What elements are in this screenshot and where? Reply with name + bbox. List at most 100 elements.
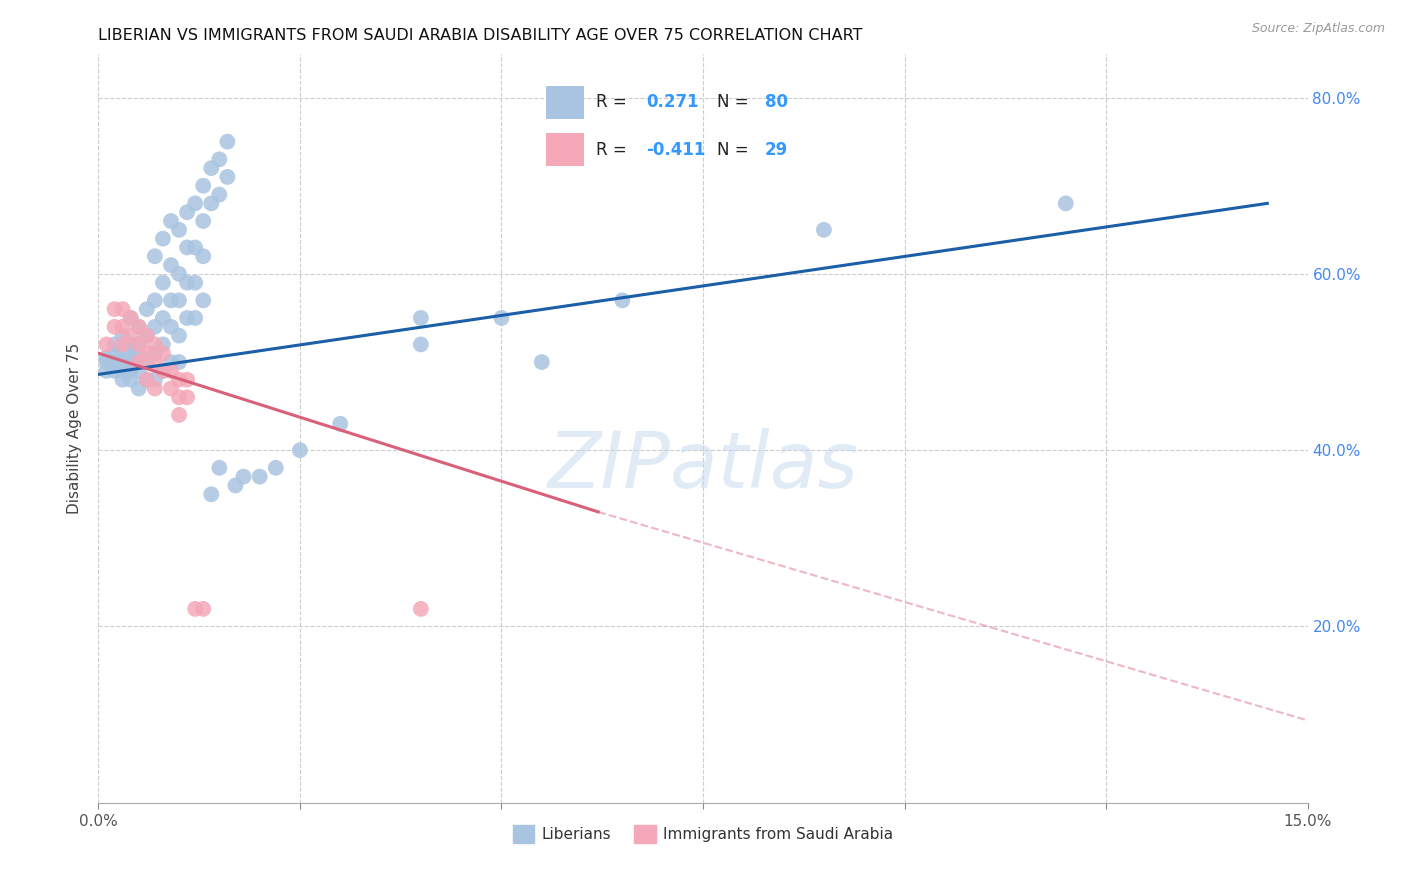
Point <box>160 214 183 228</box>
Point <box>152 346 174 360</box>
Point <box>111 346 134 360</box>
Point <box>167 408 190 422</box>
Point <box>103 346 125 360</box>
Point <box>111 355 134 369</box>
Point <box>288 443 311 458</box>
Point <box>143 293 166 308</box>
Point <box>167 267 190 281</box>
Point <box>103 302 125 317</box>
Point <box>120 310 142 325</box>
Point <box>176 373 198 387</box>
Text: R =: R = <box>596 94 633 112</box>
Point <box>135 328 157 343</box>
Point <box>217 169 239 184</box>
Point <box>530 355 553 369</box>
Point <box>176 205 198 219</box>
Point <box>208 187 231 202</box>
Point <box>208 153 231 167</box>
Point <box>409 337 432 351</box>
Text: Source: ZipAtlas.com: Source: ZipAtlas.com <box>1251 22 1385 36</box>
Text: 0.271: 0.271 <box>647 94 699 112</box>
Point <box>176 276 198 290</box>
Point <box>120 373 142 387</box>
Point <box>143 355 166 369</box>
Text: N =: N = <box>717 141 754 159</box>
Point <box>111 337 134 351</box>
Text: ZIPatlas: ZIPatlas <box>547 427 859 504</box>
Point <box>120 337 142 351</box>
Point <box>135 373 157 387</box>
Point <box>160 382 183 396</box>
Point <box>409 310 432 325</box>
Point <box>612 293 634 308</box>
Point <box>152 364 174 378</box>
Point <box>120 328 142 343</box>
Point <box>120 346 142 360</box>
Point <box>167 328 190 343</box>
Point <box>264 460 287 475</box>
Point <box>111 364 134 378</box>
Point <box>1054 196 1077 211</box>
Point <box>128 346 150 360</box>
Point <box>193 249 215 263</box>
Point <box>160 293 183 308</box>
Point <box>184 310 207 325</box>
Text: 80: 80 <box>765 94 787 112</box>
Point <box>135 355 157 369</box>
Point <box>128 382 150 396</box>
Point <box>224 478 246 492</box>
Point <box>143 319 166 334</box>
Point <box>176 310 198 325</box>
Point <box>135 346 157 360</box>
Point <box>111 319 134 334</box>
Point <box>111 373 134 387</box>
Point <box>176 240 198 254</box>
Text: N =: N = <box>717 94 754 112</box>
Point <box>329 417 352 431</box>
Text: 29: 29 <box>765 141 787 159</box>
Point <box>128 337 150 351</box>
Point <box>120 364 142 378</box>
Point <box>96 364 118 378</box>
Point <box>409 602 432 616</box>
Point <box>167 390 190 404</box>
Point <box>96 337 118 351</box>
Point <box>184 240 207 254</box>
FancyBboxPatch shape <box>546 133 585 166</box>
Point <box>200 161 222 175</box>
Point <box>200 196 222 211</box>
Point <box>491 310 513 325</box>
Point <box>111 302 134 317</box>
Point <box>152 232 174 246</box>
Point <box>143 373 166 387</box>
Point <box>193 178 215 193</box>
Point <box>143 346 166 360</box>
Point <box>167 293 190 308</box>
Point <box>152 364 174 378</box>
Point <box>193 602 215 616</box>
Point <box>143 337 166 351</box>
Point <box>813 223 835 237</box>
Legend: Liberians, Immigrants from Saudi Arabia: Liberians, Immigrants from Saudi Arabia <box>506 819 900 849</box>
Point <box>152 337 174 351</box>
Point <box>103 355 125 369</box>
Point <box>143 249 166 263</box>
Point <box>128 319 150 334</box>
Text: -0.411: -0.411 <box>647 141 706 159</box>
Point <box>96 351 118 365</box>
Text: R =: R = <box>596 141 633 159</box>
Point <box>184 276 207 290</box>
Point <box>184 196 207 211</box>
Point <box>103 364 125 378</box>
Point <box>249 469 271 483</box>
Point <box>160 258 183 272</box>
Point <box>232 469 254 483</box>
Point <box>103 319 125 334</box>
Point <box>152 276 174 290</box>
Point <box>128 319 150 334</box>
Point <box>96 355 118 369</box>
Point <box>160 364 183 378</box>
Point <box>160 319 183 334</box>
Point <box>184 602 207 616</box>
Point <box>143 382 166 396</box>
